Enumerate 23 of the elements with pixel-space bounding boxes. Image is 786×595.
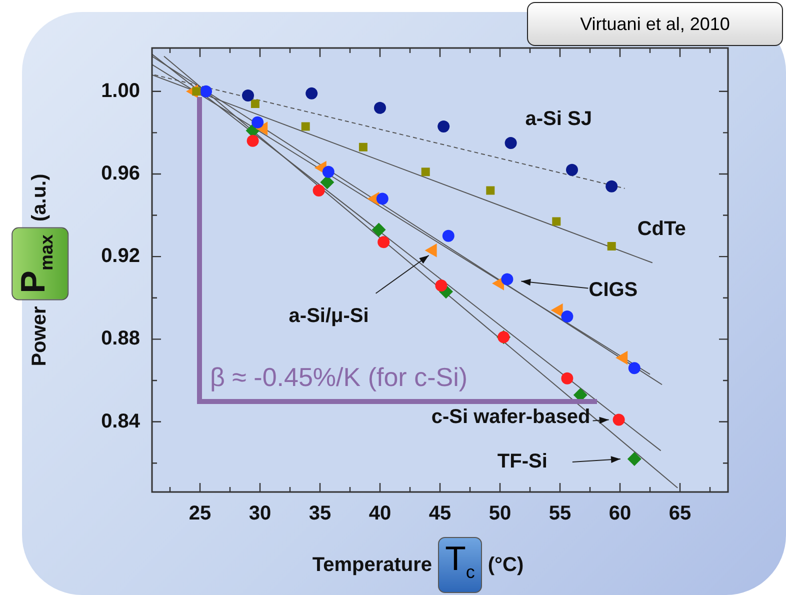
x-tick-label: 40	[368, 502, 392, 525]
x-tick-label: 25	[188, 502, 212, 525]
y-tick-label: 1.00	[101, 80, 140, 102]
series-label: a-Si SJ	[525, 108, 592, 130]
x-tick-label: 50	[488, 502, 512, 525]
x-tick-label: 55	[548, 502, 572, 525]
y-tick-label: 0.92	[101, 245, 140, 268]
series-label: CdTe	[637, 218, 686, 240]
y-tick-label: 0.96	[101, 162, 140, 184]
y-tick-label: 0.84	[101, 410, 141, 432]
x-axis-title: Temperature T$_{c}$ (°C)	[311, 538, 525, 584]
x-tick-label: 30	[248, 502, 272, 525]
annotation: β ≈ -0.45%/K (for c-Si)	[210, 362, 468, 393]
series-label: c-Si wafer-based	[431, 406, 590, 428]
x-tick-label: 45	[428, 502, 452, 525]
x-tick-label: 65	[668, 502, 692, 525]
text: TF-Si	[497, 450, 548, 472]
text: a-Si/μ-Si	[288, 304, 369, 327]
y-tick-label: 0.88	[101, 328, 140, 350]
x-tick-label: 60	[608, 502, 632, 525]
series-label: CIGS	[588, 278, 638, 301]
text: Virtuani et al, 2010	[527, 2, 783, 46]
x-tick-label: 35	[308, 502, 332, 525]
